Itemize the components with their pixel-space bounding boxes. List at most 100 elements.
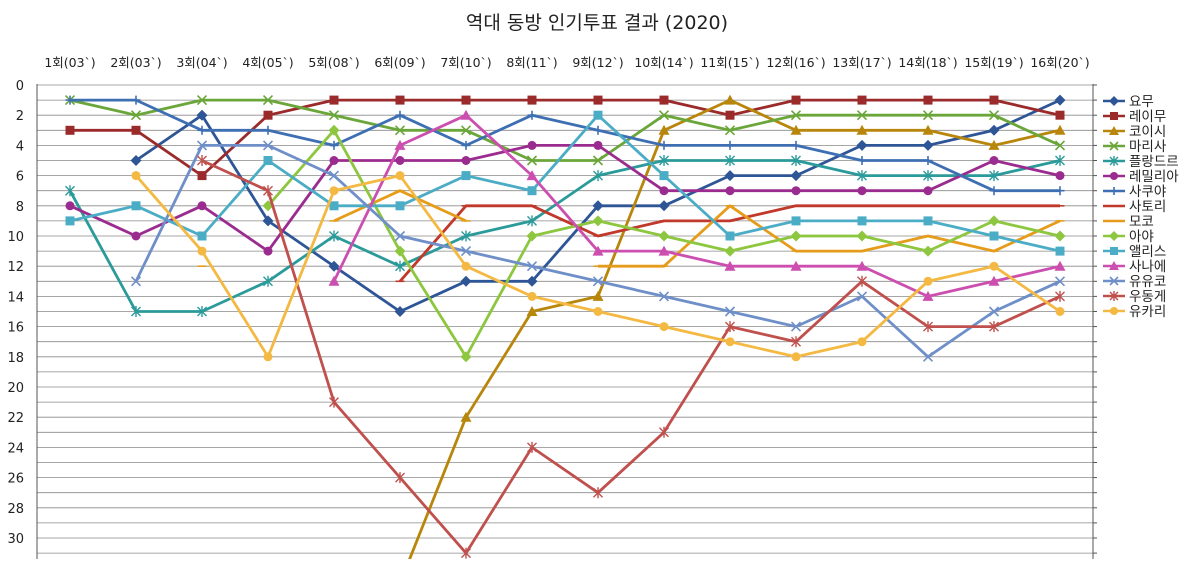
legend: 요무레이무코이시마리사플랑드르레밀리아사쿠야사토리모코아야앨리스사나에유유코우동… <box>1103 94 1179 320</box>
data-point-marker <box>328 110 340 121</box>
data-point-marker <box>725 110 735 120</box>
data-point-marker <box>65 125 75 135</box>
data-point-marker <box>725 186 735 196</box>
legend-item: 마리사 <box>1103 139 1167 155</box>
data-point-marker <box>989 321 999 333</box>
data-point-marker <box>526 170 538 181</box>
data-point-marker <box>659 95 669 105</box>
data-point-marker <box>923 95 933 105</box>
data-point-marker <box>659 186 669 196</box>
data-point-marker <box>328 260 340 272</box>
data-point-marker <box>263 352 273 362</box>
data-point-marker <box>791 216 801 226</box>
data-point-marker <box>394 125 406 136</box>
data-point-marker <box>131 95 141 105</box>
data-point-marker <box>790 170 802 182</box>
data-point-marker <box>725 231 735 241</box>
data-point-marker <box>593 307 603 316</box>
data-point-marker <box>989 261 999 271</box>
data-point-marker <box>263 185 273 197</box>
data-point-marker <box>724 94 736 105</box>
legend-label: 사토리 <box>1129 199 1166 215</box>
data-point-marker <box>1054 260 1066 271</box>
data-point-marker <box>197 201 207 211</box>
data-point-marker <box>988 124 1000 136</box>
data-point-marker <box>527 291 537 301</box>
legend-item: 우동게 <box>1103 289 1166 305</box>
data-point-marker <box>659 155 669 166</box>
data-point-marker <box>791 155 801 166</box>
legend-item: 사나에 <box>1103 259 1166 275</box>
data-point-marker <box>592 215 604 227</box>
data-point-marker <box>592 245 604 256</box>
data-point-marker <box>658 245 670 256</box>
legend-item: 플랑드르 <box>1103 154 1179 170</box>
data-point-marker <box>263 275 273 287</box>
legend-label: 앨리스 <box>1129 244 1166 260</box>
data-point-marker <box>394 230 406 242</box>
data-point-marker <box>988 306 1000 317</box>
x-tick-label: 1회(03`) <box>44 55 95 70</box>
data-point-marker <box>790 110 802 121</box>
data-point-marker <box>1055 155 1065 166</box>
x-tick-label: 7회(10`) <box>440 55 491 70</box>
data-point-marker <box>197 306 207 317</box>
data-point-marker <box>856 139 868 151</box>
data-point-marker <box>196 95 208 106</box>
data-point-marker <box>328 170 340 181</box>
data-point-marker <box>395 110 405 120</box>
data-point-marker <box>197 171 207 181</box>
data-point-marker <box>658 124 670 135</box>
chart-title: 역대 동방 인기투표 결과 (2020) <box>466 12 728 34</box>
data-point-marker <box>857 95 867 105</box>
data-point-marker <box>592 290 604 301</box>
data-point-marker <box>526 155 538 166</box>
series-line <box>598 204 1061 268</box>
data-point-marker <box>922 124 934 135</box>
data-point-marker <box>328 124 340 136</box>
series-사쿠야 <box>65 95 1065 196</box>
data-point-marker <box>923 276 933 286</box>
legend-label: 플랑드르 <box>1129 154 1179 170</box>
data-point-marker <box>856 291 868 302</box>
y-tick-label: 2 <box>16 109 24 124</box>
data-point-marker <box>725 155 735 166</box>
legend-item: 유카리 <box>1103 304 1166 320</box>
data-point-marker <box>724 260 736 271</box>
data-point-marker <box>1109 96 1119 106</box>
series-line <box>332 113 1061 298</box>
data-point-marker <box>263 110 273 120</box>
series-사토리 <box>395 204 1065 283</box>
x-tick-label: 10회(14`) <box>634 55 693 70</box>
data-point-marker <box>196 109 208 121</box>
data-point-marker <box>461 230 471 242</box>
data-point-marker <box>527 441 537 453</box>
data-point-marker <box>857 216 867 226</box>
y-tick-label: 12 <box>7 260 24 275</box>
data-point-marker <box>394 139 406 150</box>
legend-item: 아야 <box>1103 229 1154 245</box>
data-point-marker <box>328 275 340 286</box>
series-유카리 <box>131 171 1065 362</box>
x-tick-label: 4회(05`) <box>242 55 293 70</box>
data-point-marker <box>197 155 207 166</box>
data-point-marker <box>1055 186 1065 196</box>
data-point-marker <box>460 411 472 422</box>
data-point-marker <box>329 156 339 165</box>
data-point-marker <box>791 95 801 105</box>
data-point-marker <box>65 201 75 211</box>
data-point-marker <box>131 306 141 317</box>
data-point-marker <box>922 290 934 301</box>
series-lines <box>64 94 1066 559</box>
y-tick-label: 28 <box>7 502 24 517</box>
data-point-marker <box>923 186 933 196</box>
data-point-marker <box>526 306 538 316</box>
series-아야 <box>262 124 1066 363</box>
data-point-marker <box>329 186 339 196</box>
data-point-marker <box>395 260 405 272</box>
legend-item: 레이무 <box>1103 109 1166 125</box>
data-point-marker <box>923 321 933 333</box>
data-point-marker <box>593 140 603 150</box>
legend-label: 사쿠야 <box>1129 184 1166 200</box>
data-point-marker <box>1054 276 1066 287</box>
